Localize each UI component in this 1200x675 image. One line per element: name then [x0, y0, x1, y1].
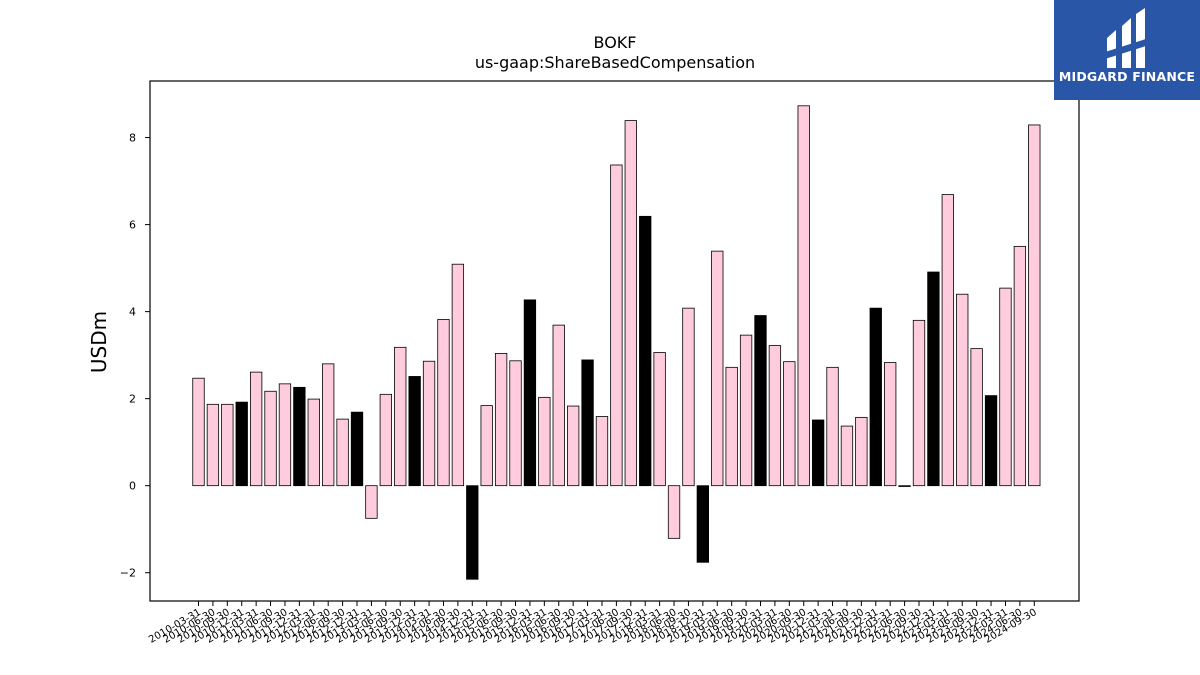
bar-2011-03-31 — [249, 371, 263, 487]
bar-2016-09-30 — [567, 405, 580, 487]
bar-2021-06-30 — [840, 425, 854, 487]
bar-2014-03-31 — [422, 360, 436, 487]
bar-2021-03-31 — [826, 366, 839, 487]
bar-2014-06-30 — [437, 319, 450, 487]
bar-2010-12-31 — [235, 401, 248, 487]
bar-2021-12-31 — [869, 307, 882, 487]
bar-2011-12-31 — [293, 386, 306, 487]
bar-2019-03-31 — [711, 250, 724, 487]
bar-2013-03-31 — [365, 485, 378, 519]
bar-2012-12-31 — [350, 411, 364, 487]
bar-2024-06-30 — [1013, 245, 1027, 487]
bar-2018-03-31 — [653, 352, 666, 487]
bar-2022-12-31 — [927, 271, 940, 487]
bar-2019-12-31 — [754, 315, 767, 487]
bars-layer — [192, 105, 1041, 580]
bar-2022-09-30 — [912, 319, 926, 487]
bar-2023-09-30 — [970, 348, 983, 487]
bar-2023-06-30 — [956, 293, 969, 487]
bar-2023-03-31 — [941, 194, 954, 487]
y-ticks: −2 0 2 4 6 8 — [120, 132, 150, 580]
logo-text: MIDGARD FINANCE — [1058, 69, 1196, 84]
bar-2024-09-30 — [1028, 124, 1041, 487]
bar-2015-06-30 — [494, 352, 508, 487]
bar-2013-12-31 — [408, 376, 421, 487]
bar-2014-12-31 — [466, 485, 479, 580]
bar-2022-03-31 — [884, 362, 897, 487]
midgard-logo: MIDGARD FINANCE — [1054, 0, 1200, 100]
bar-2019-06-30 — [725, 366, 738, 487]
chart-title: BOKF — [594, 33, 637, 52]
bar-2017-12-31 — [639, 215, 652, 487]
bar-2015-12-31 — [523, 299, 537, 487]
bar-2018-06-30 — [667, 485, 681, 539]
bar-2010-03-31 — [192, 377, 205, 487]
bar-2017-09-30 — [624, 120, 637, 487]
bar-2010-06-30 — [206, 403, 220, 487]
bar-2014-09-30 — [451, 263, 465, 487]
bar-2020-09-30 — [797, 105, 810, 487]
bar-2016-06-30 — [552, 324, 565, 487]
bar-2011-06-30 — [264, 390, 277, 487]
y-tick-label: 2 — [129, 393, 136, 406]
bar-2021-09-30 — [855, 416, 868, 487]
bar-2017-03-31 — [595, 416, 609, 487]
x-ticks: 2010-03-312010-06-302010-09-302010-12-31… — [147, 601, 1039, 646]
bar-2016-12-31 — [581, 359, 594, 487]
bar-2020-03-31 — [768, 345, 782, 487]
bar-2020-06-30 — [783, 361, 796, 487]
bar-2018-12-31 — [696, 485, 709, 563]
y-tick-label: 6 — [129, 219, 136, 232]
y-tick-label: −2 — [120, 567, 136, 580]
bar-2013-06-30 — [379, 393, 392, 487]
bar-2018-09-30 — [682, 307, 695, 487]
bar-2015-03-31 — [480, 405, 493, 487]
bar-2012-06-30 — [322, 363, 335, 487]
midgard-logo-icon — [1105, 8, 1149, 68]
bar-2012-03-31 — [307, 398, 320, 487]
bar-2012-09-30 — [336, 418, 349, 487]
y-tick-label: 4 — [129, 306, 136, 319]
bar-2020-12-31 — [811, 419, 825, 487]
bar-2022-06-30 — [898, 485, 911, 487]
bar-2023-12-31 — [984, 395, 998, 487]
bar-2010-09-30 — [221, 403, 234, 487]
bar-2011-09-30 — [278, 383, 292, 487]
bar-2015-09-30 — [509, 360, 522, 487]
y-tick-label: 8 — [129, 132, 136, 145]
plot-frame — [149, 80, 1080, 602]
chart-subtitle: us-gaap:ShareBasedCompensation — [475, 53, 755, 72]
y-axis-label: USDm — [87, 311, 111, 373]
bar-2024-03-31 — [999, 287, 1012, 487]
y-tick-label: 0 — [129, 480, 136, 493]
bar-2016-03-31 — [538, 396, 551, 487]
bar-2013-09-30 — [394, 346, 407, 487]
bar-2019-09-30 — [739, 334, 753, 487]
bar-2017-06-30 — [610, 164, 623, 487]
